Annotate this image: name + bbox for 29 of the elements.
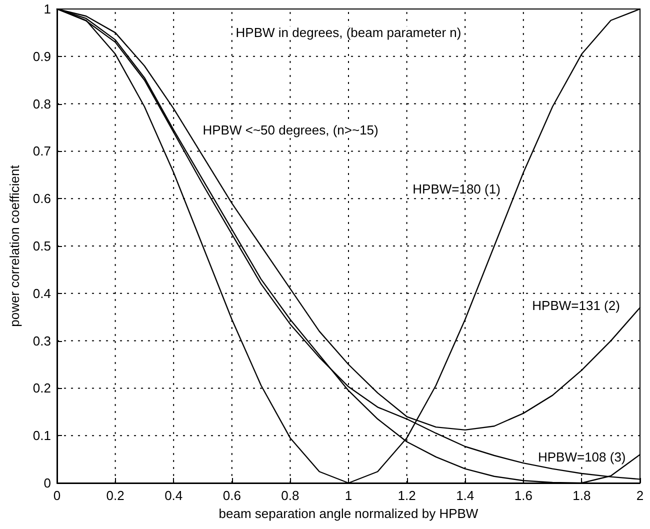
x-tick-label: 1 (344, 488, 352, 503)
annotation: HPBW in degrees, (beam parameter n) (236, 25, 462, 40)
y-tick-label: 1 (44, 2, 51, 16)
y-tick-label: 0 (44, 476, 51, 490)
x-tick-label: 0.4 (164, 488, 183, 503)
x-tick-label: 1.2 (398, 488, 416, 503)
annotation: HPBW=108 (3) (538, 449, 626, 464)
y-tick-label: 0.9 (32, 48, 51, 64)
y-tick-label: 0.3 (32, 333, 51, 348)
x-tick-label: 0.2 (106, 488, 124, 503)
x-tick-label: 1.4 (456, 488, 474, 503)
annotation: HPBW <~50 degrees, (n>~15) (202, 122, 378, 138)
annotation: HPBW=131 (2) (532, 298, 620, 313)
x-tick-label: 0 (53, 488, 61, 503)
y-tick-label: 0.2 (32, 380, 51, 396)
x-tick-label: 0.8 (281, 488, 300, 503)
x-tick-label: 1.8 (572, 488, 591, 503)
x-tick-label: 1.6 (514, 488, 532, 503)
y-tick-label: 0.8 (32, 96, 51, 112)
x-tick-label: 2 (636, 488, 644, 503)
y-tick-label: 0.1 (32, 428, 51, 444)
x-axis-title: beam separation angle normalized by HPBW (218, 506, 479, 521)
y-axis-title: power correlation coefficient (7, 164, 22, 327)
y-tick-label: 0.6 (32, 191, 51, 206)
y-tick-label: 0.7 (32, 144, 51, 159)
x-tick-label: 0.6 (222, 488, 241, 503)
y-tick-label: 0.4 (32, 286, 51, 301)
y-tick-label: 0.5 (32, 238, 51, 254)
annotation: HPBW=180 (1) (412, 182, 500, 197)
